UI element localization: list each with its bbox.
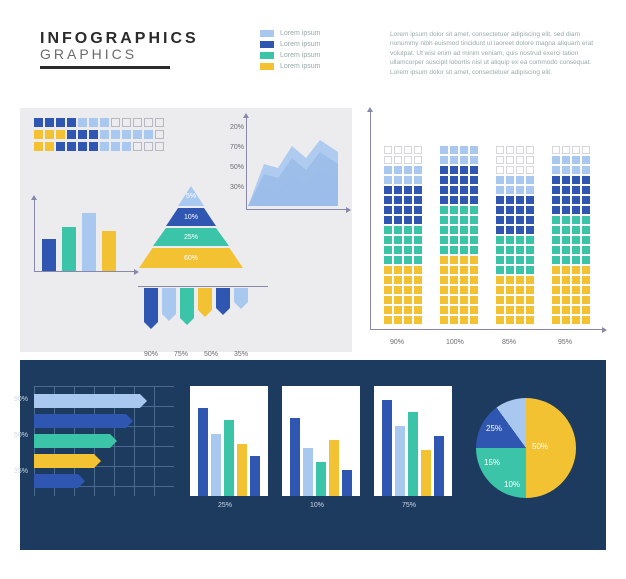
legend-swatch bbox=[260, 52, 274, 59]
legend-row: Lorem ipsum bbox=[260, 30, 380, 37]
right-tile: 90%100%85%95% bbox=[360, 108, 606, 352]
mid-strip: 5% 10% 25% 60% 90%75%50%35% 20%70%50%30% 90… bbox=[20, 108, 606, 352]
legend-row: Lorem ipsum bbox=[260, 52, 380, 59]
legend: Lorem ipsum Lorem ipsum Lorem ipsum Lorem i… bbox=[260, 30, 380, 77]
axis-x bbox=[370, 329, 602, 330]
legend-label: Lorem ipsum bbox=[280, 63, 320, 70]
legend-swatch bbox=[260, 30, 274, 37]
chart-small-bars bbox=[34, 200, 134, 272]
title-sub: GRAPHICS bbox=[40, 46, 260, 62]
axis-top bbox=[138, 286, 268, 287]
intro-paragraph: Lorem ipsum dolor sit amet, consectetuer… bbox=[380, 30, 596, 77]
chart-dot-columns: 90%100%85%95% bbox=[360, 108, 606, 352]
pyramid-segment: 10% bbox=[166, 208, 216, 226]
chart-stacked-area: 20%70%50%30% bbox=[246, 118, 346, 210]
legend-label: Lorem ipsum bbox=[280, 52, 320, 59]
legend-row: Lorem ipsum bbox=[260, 41, 380, 48]
pyramid-segment: 25% bbox=[153, 228, 229, 246]
legend-swatch bbox=[260, 63, 274, 70]
header: INFOGRAPHICS GRAPHICS Lorem ipsumLorem i… bbox=[0, 0, 626, 83]
title-rule bbox=[40, 66, 170, 69]
title-block: INFOGRAPHICS GRAPHICS bbox=[40, 30, 260, 77]
pyramid-segment: 5% bbox=[178, 186, 204, 206]
chart-pyramid: 5% 10% 25% 60% bbox=[138, 186, 244, 284]
chart-right-arrows: 90%50%35% bbox=[34, 386, 174, 496]
bottom-strip: 90%50%35% 25%10%75% 50%25%15%10% bbox=[20, 360, 606, 550]
axis-x bbox=[34, 271, 134, 272]
chart-squares-bar bbox=[34, 118, 184, 173]
chart-down-arrows: 90%75%50%35% bbox=[138, 286, 268, 346]
legend-row: Lorem ipsum bbox=[260, 63, 380, 70]
grey-tile: 5% 10% 25% 60% 90%75%50%35% 20%70%50%30% bbox=[20, 108, 352, 352]
axis-y bbox=[34, 200, 35, 272]
legend-label: Lorem ipsum bbox=[280, 30, 320, 37]
chart-pie: 50%25%15%10% bbox=[466, 396, 586, 516]
legend-label: Lorem ipsum bbox=[280, 41, 320, 48]
legend-swatch bbox=[260, 41, 274, 48]
axis-y bbox=[370, 112, 371, 330]
chart-bar-groups: 25%10%75% bbox=[190, 386, 450, 516]
pyramid-segment: 60% bbox=[139, 248, 243, 268]
